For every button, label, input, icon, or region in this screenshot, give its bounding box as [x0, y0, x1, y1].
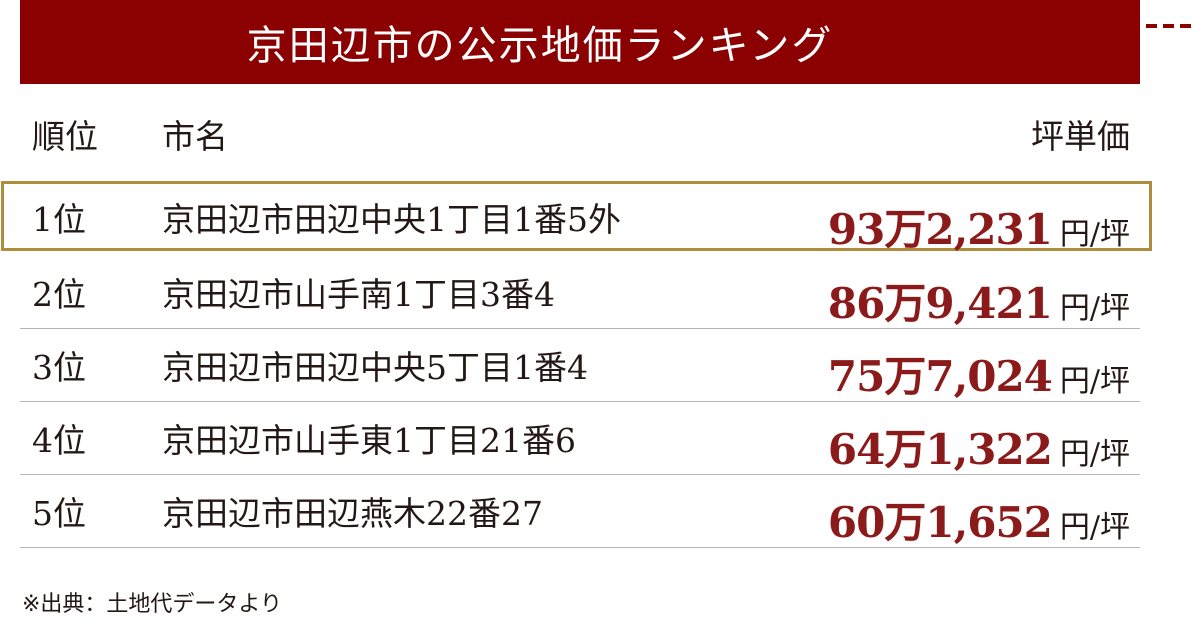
dash-mark — [1163, 24, 1174, 28]
address-cell: 京田辺市田辺中央1丁目1番5外 — [162, 200, 621, 239]
rank-cell: 5位 — [32, 494, 86, 533]
rank-cell: 1位 — [32, 200, 86, 239]
decorative-dashes — [1146, 24, 1196, 28]
price-value: 86万9,421 — [827, 279, 1053, 328]
table-row-1: 1位 京田辺市田辺中央1丁目1番5外 93万2,231 円/坪 — [1, 181, 1152, 256]
dash-mark — [1180, 24, 1191, 28]
rank-cell: 2位 — [32, 275, 86, 314]
table-row-4: 4位 京田辺市山手東1丁目21番6 64万1,322 円/坪 — [20, 402, 1140, 475]
price-cell: 64万1,322 円/坪 — [828, 402, 1130, 474]
table-header: 順位 市名 坪単価 — [20, 110, 1140, 172]
price-value: 60万1,652 — [827, 498, 1053, 547]
address-cell: 京田辺市山手東1丁目21番6 — [162, 421, 576, 460]
header-name: 市名 — [162, 117, 228, 156]
header-rank: 順位 — [32, 117, 98, 156]
title-banner: 京田辺市の公示地価ランキング — [20, 0, 1140, 84]
page-title: 京田辺市の公示地価ランキング — [246, 23, 834, 69]
price-unit: 円/坪 — [1059, 291, 1130, 326]
price-cell: 93万2,231 円/坪 — [828, 182, 1130, 254]
address-cell: 京田辺市田辺燕木22番27 — [162, 494, 543, 533]
price-unit: 円/坪 — [1059, 217, 1130, 252]
table-row-2: 2位 京田辺市山手南1丁目3番4 86万9,421 円/坪 — [20, 256, 1140, 329]
price-cell: 60万1,652 円/坪 — [828, 475, 1130, 547]
rank-cell: 4位 — [32, 421, 86, 460]
price-unit: 円/坪 — [1059, 510, 1130, 545]
source-footnote: ※出典：土地代データより — [22, 592, 282, 617]
price-unit: 円/坪 — [1059, 364, 1130, 399]
price-unit: 円/坪 — [1059, 437, 1130, 472]
price-value: 93万2,231 — [827, 205, 1053, 254]
rank-cell: 3位 — [32, 348, 86, 387]
address-cell: 京田辺市田辺中央5丁目1番4 — [162, 348, 588, 387]
table-row-5: 5位 京田辺市田辺燕木22番27 60万1,652 円/坪 — [20, 475, 1140, 548]
price-value: 75万7,024 — [827, 352, 1053, 401]
price-cell: 86万9,421 円/坪 — [828, 256, 1130, 328]
ranking-table: 1位 京田辺市田辺中央1丁目1番5外 93万2,231 円/坪 2位 京田辺市山… — [1, 181, 1152, 548]
price-cell: 75万7,024 円/坪 — [828, 329, 1130, 401]
table-row-3: 3位 京田辺市田辺中央5丁目1番4 75万7,024 円/坪 — [20, 329, 1140, 402]
dash-mark — [1146, 24, 1157, 28]
address-cell: 京田辺市山手南1丁目3番4 — [162, 275, 555, 314]
price-value: 64万1,322 — [827, 425, 1053, 474]
header-price: 坪単価 — [1031, 117, 1130, 156]
